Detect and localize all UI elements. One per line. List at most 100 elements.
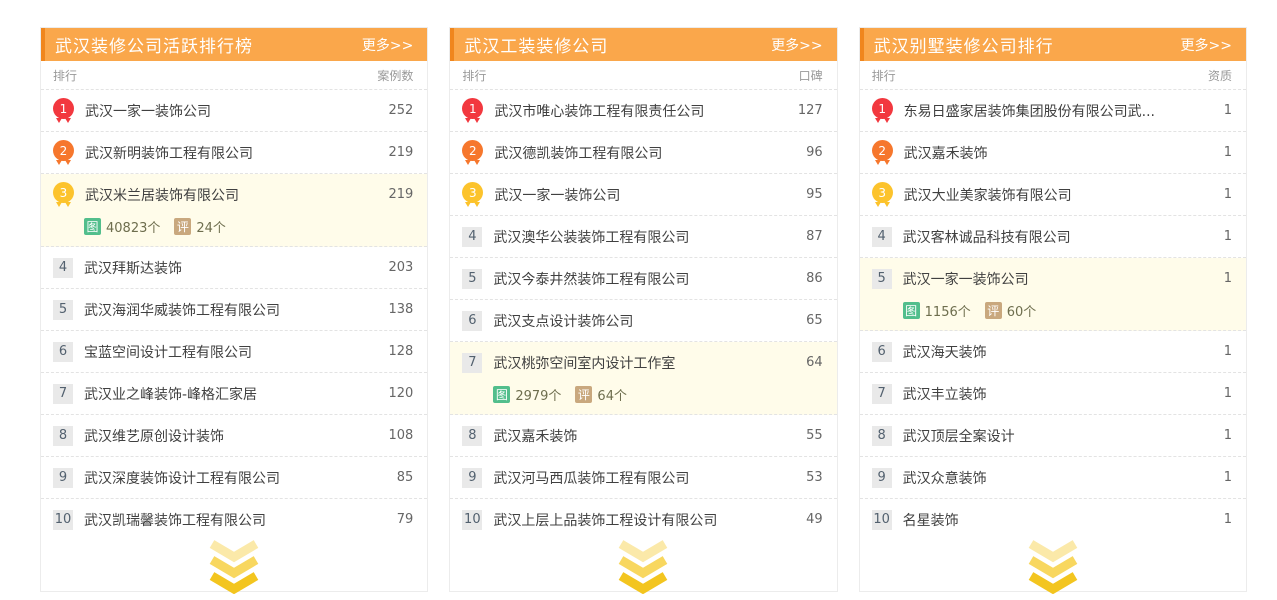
- metric-value: 1: [1223, 271, 1232, 286]
- list-item[interactable]: 2 武汉德凯装饰工程有限公司 96: [450, 132, 837, 174]
- list-item[interactable]: 4 武汉澳华公装装饰工程有限公司 87: [450, 216, 837, 258]
- metric-value: 65: [806, 313, 823, 328]
- list-item[interactable]: 8 武汉顶层全案设计 1: [859, 415, 1246, 457]
- rank-badge: 6: [462, 310, 483, 331]
- rank-badge: 9: [871, 467, 892, 488]
- metric-value: 252: [388, 103, 414, 118]
- metric-value: 64: [806, 355, 823, 370]
- company-name-link[interactable]: 武汉一家一装饰公司: [494, 187, 621, 204]
- rank-1-medal-icon: 1: [462, 98, 484, 123]
- rank-3-medal-icon: 3: [53, 182, 74, 207]
- more-link[interactable]: 更多>>: [771, 37, 823, 54]
- reviews-count: 60个: [1006, 305, 1037, 320]
- more-link[interactable]: 更多>>: [1180, 37, 1232, 54]
- company-name-link[interactable]: 武汉河马西瓜装饰工程有限公司: [493, 470, 690, 487]
- company-name-link[interactable]: 名星装饰: [902, 512, 959, 529]
- rank-badge: 5: [53, 299, 73, 320]
- rank-badge: 7: [462, 352, 483, 373]
- company-stats: 图 1156个 评 60个: [872, 299, 1232, 330]
- list-item[interactable]: 2 武汉新明装饰工程有限公司 219: [41, 132, 428, 174]
- scroll-down-chevrons-icon[interactable]: [608, 540, 678, 595]
- list-item[interactable]: 3 武汉一家一装饰公司 95: [450, 174, 837, 216]
- list-item[interactable]: 10 武汉上层上品装饰工程设计有限公司 49: [450, 499, 836, 540]
- company-name-link[interactable]: 东易日盛家居装饰集团股份有限公司武...: [903, 103, 1156, 120]
- list-item[interactable]: 1 东易日盛家居装饰集团股份有限公司武... 1: [859, 90, 1246, 132]
- company-name-link[interactable]: 武汉一家一装饰公司: [85, 103, 211, 120]
- list-item[interactable]: 9 武汉深度装饰设计工程有限公司 85: [41, 457, 428, 499]
- company-name-link[interactable]: 武汉德凯装饰工程有限公司: [494, 145, 663, 162]
- company-name-link[interactable]: 武汉嘉禾装饰: [903, 145, 988, 162]
- list-item[interactable]: 10 武汉凯瑞馨装饰工程有限公司 79: [41, 499, 427, 540]
- company-name-link[interactable]: 武汉上层上品装饰工程设计有限公司: [493, 512, 718, 529]
- list-item[interactable]: 2 武汉嘉禾装饰 1: [859, 132, 1246, 174]
- metric-value: 86: [806, 271, 823, 286]
- metric-value: 49: [806, 512, 823, 527]
- list-item[interactable]: 9 武汉河马西瓜装饰工程有限公司 53: [450, 457, 837, 499]
- list-item[interactable]: 9 武汉众意装饰 1: [859, 457, 1246, 499]
- photos-badge-icon: 图: [902, 302, 920, 319]
- list-item[interactable]: 5 武汉海润华威装饰工程有限公司 138: [41, 289, 428, 331]
- list-item[interactable]: 8 武汉维艺原创设计装饰 108: [41, 415, 428, 457]
- company-name-link[interactable]: 武汉今泰井然装饰工程有限公司: [493, 271, 690, 288]
- company-name-link[interactable]: 武汉新明装饰工程有限公司: [85, 145, 253, 162]
- company-name-link[interactable]: 武汉拜斯达装饰: [84, 260, 182, 277]
- list-item[interactable]: 5 武汉今泰井然装饰工程有限公司 86: [450, 258, 837, 300]
- company-stats: 图 40823个 评 24个: [53, 215, 413, 246]
- list-item[interactable]: 10 名星装饰 1: [860, 499, 1246, 540]
- company-name-link[interactable]: 武汉一家一装饰公司: [902, 271, 1029, 288]
- metric-value: 138: [388, 302, 414, 317]
- list-item[interactable]: 8 武汉嘉禾装饰 55: [450, 415, 837, 457]
- scroll-down-chevrons-icon[interactable]: [199, 540, 269, 595]
- list-item[interactable]: 6 武汉支点设计装饰公司 65: [450, 300, 837, 342]
- rank-3-medal-icon: 3: [871, 182, 893, 207]
- list-item[interactable]: 6 武汉海天装饰 1: [859, 331, 1246, 373]
- rank-column-header: 排行: [53, 68, 78, 83]
- list-item-expanded[interactable]: 3 武汉米兰居装饰有限公司 219 图 40823个 评 24个: [41, 174, 428, 247]
- reviews-badge-icon: 评: [984, 302, 1002, 319]
- company-name-link[interactable]: 武汉嘉禾装饰: [493, 428, 578, 445]
- company-name-link[interactable]: 武汉澳华公装装饰工程有限公司: [493, 229, 690, 246]
- ranking-panel-active-companies: 武汉装修公司活跃排行榜 更多>> 排行 案例数 1 武汉一家一装饰公司 2 5 2 …: [40, 27, 429, 595]
- list-item[interactable]: 6 宝蓝空间设计工程有限公司 128: [41, 331, 428, 373]
- metric-value: 53: [806, 470, 823, 485]
- metric-value: 55: [806, 428, 823, 443]
- list-item[interactable]: 1 武汉一家一装饰公司 252: [41, 90, 428, 132]
- more-link[interactable]: 更多>>: [361, 37, 414, 54]
- company-name-link[interactable]: 武汉顶层全案设计: [902, 428, 1015, 445]
- list-item-expanded[interactable]: 7 武汉桃弥空间室内设计工作室 64 图 2979个 评 64个: [450, 342, 837, 415]
- scroll-down-chevrons-icon[interactable]: [1018, 540, 1088, 595]
- list-item-expanded[interactable]: 5 武汉一家一装饰公司 1 图 1156个 评 60个: [859, 258, 1246, 331]
- metric-value: 203: [388, 260, 414, 275]
- rank-badge: 6: [53, 341, 73, 362]
- metric-value: 120: [388, 386, 414, 401]
- company-name-link[interactable]: 武汉客林诚品科技有限公司: [902, 229, 1071, 246]
- ranking-panel-villa-companies: 武汉别墅装修公司排行 更多>> 排行 资质 1 东易日盛家居装饰集团股份有限公司…: [858, 27, 1247, 595]
- company-name-link[interactable]: 武汉市唯心装饰工程有限责任公司: [494, 103, 705, 120]
- company-name-link[interactable]: 武汉众意装饰: [902, 470, 987, 487]
- list-item[interactable]: 7 武汉业之峰装饰-峰格汇家居 120: [41, 373, 428, 415]
- company-name-link[interactable]: 武汉维艺原创设计装饰: [84, 428, 224, 445]
- company-name-link[interactable]: 武汉丰立装饰: [902, 386, 987, 403]
- column-headers: 排行 口碑: [450, 61, 837, 90]
- ranking-panel-commercial-companies: 武汉工装装修公司 更多>> 排行 口碑 1 武汉市唯心装饰工程有限责任公司 12…: [449, 27, 838, 595]
- company-name-link[interactable]: 武汉海天装饰: [902, 344, 987, 361]
- list-item[interactable]: 4 武汉拜斯达装饰 203: [41, 247, 428, 289]
- photos-count: 2979个: [515, 389, 562, 404]
- company-name-link[interactable]: 武汉桃弥空间室内设计工作室: [493, 355, 676, 372]
- company-name-link[interactable]: 武汉海润华威装饰工程有限公司: [84, 302, 280, 319]
- list-item[interactable]: 4 武汉客林诚品科技有限公司 1: [859, 216, 1246, 258]
- company-name-link[interactable]: 武汉米兰居装饰有限公司: [85, 187, 239, 204]
- metric-value: 1: [1223, 470, 1232, 485]
- company-name-link[interactable]: 武汉深度装饰设计工程有限公司: [84, 470, 280, 487]
- company-name-link[interactable]: 武汉大业美家装饰有限公司: [903, 187, 1072, 204]
- list-item[interactable]: 3 武汉大业美家装饰有限公司 1: [859, 174, 1246, 216]
- metric-value: 1: [1223, 103, 1232, 118]
- company-name-link[interactable]: 宝蓝空间设计工程有限公司: [84, 344, 252, 361]
- company-name-link[interactable]: 武汉业之峰装饰-峰格汇家居: [84, 386, 258, 403]
- company-name-link[interactable]: 武汉凯瑞馨装饰工程有限公司: [84, 512, 266, 529]
- rank-column-header: 排行: [871, 68, 896, 83]
- panel-title: 武汉工装装修公司: [464, 37, 609, 57]
- company-name-link[interactable]: 武汉支点设计装饰公司: [493, 313, 634, 330]
- list-item[interactable]: 1 武汉市唯心装饰工程有限责任公司 127: [450, 90, 837, 132]
- list-item[interactable]: 7 武汉丰立装饰 1: [859, 373, 1246, 415]
